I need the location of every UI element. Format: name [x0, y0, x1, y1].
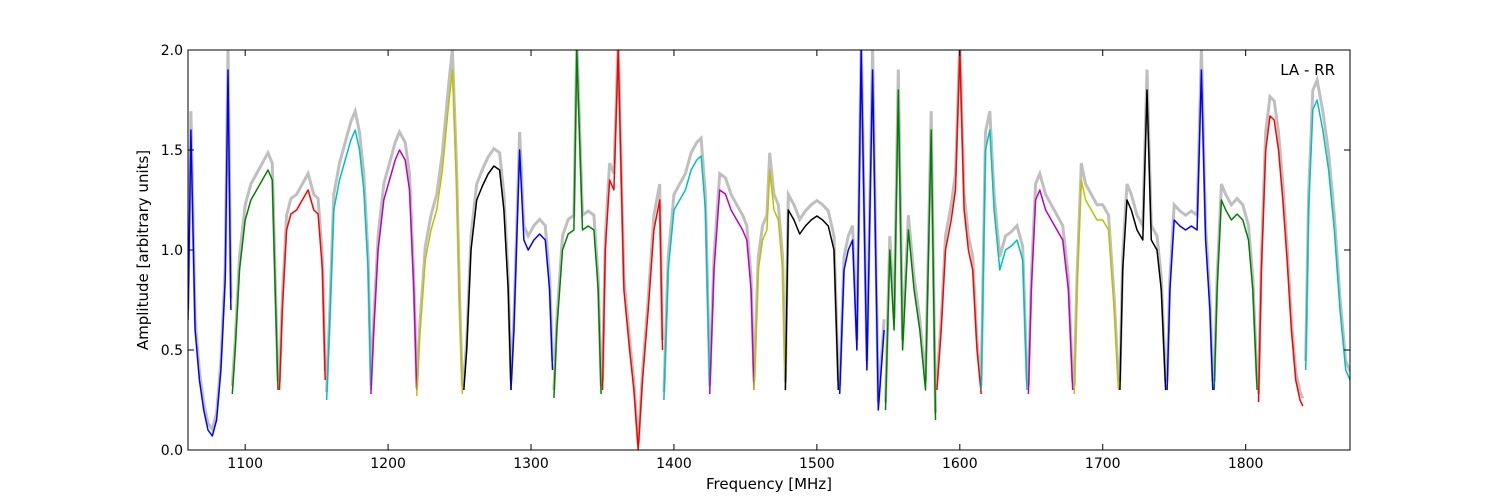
series-line-12 [753, 169, 787, 391]
series-line-15 [884, 89, 937, 421]
background-series-3 [325, 106, 373, 393]
series-line-23 [1257, 115, 1304, 407]
x-tick-label: 1300 [513, 456, 549, 472]
y-tick-label: 1.5 [161, 143, 183, 159]
series-line-9 [601, 50, 664, 450]
series-line-4 [370, 149, 418, 395]
y-axis-label: Amplitude [arbitrary units] [134, 150, 152, 350]
tick-layer: 1100 1200 1300 1400 1500 1600 1700 1800 0.0 0.5 1.… [161, 43, 1350, 472]
series-line-17 [980, 129, 1028, 391]
series-line-16 [936, 50, 982, 395]
series-layer [188, 50, 1350, 450]
x-axis-label: Frequency [MHz] [706, 475, 832, 493]
y-tick-label: 2.0 [161, 43, 183, 59]
series-line-6 [463, 165, 512, 391]
background-series-17 [979, 110, 1029, 382]
x-tick-label: 1200 [370, 456, 406, 472]
plot-frame [187, 49, 1351, 451]
series-line-20 [1119, 89, 1167, 391]
x-tick-label: 1800 [1228, 456, 1264, 472]
series-line-1 [231, 169, 279, 395]
series-line-5 [415, 69, 464, 397]
x-tick-label: 1500 [799, 456, 835, 472]
background-series-11 [708, 170, 756, 386]
series-line-10 [663, 155, 711, 401]
x-tick-label: 1700 [1085, 456, 1121, 472]
panel-annotation: LA - RR [1280, 61, 1335, 79]
y-tick-label: 0.0 [161, 443, 183, 459]
y-tick-label: 1.0 [161, 243, 183, 259]
background-series-13 [783, 188, 840, 382]
series-line-21 [1166, 69, 1214, 391]
background-series-12 [752, 152, 787, 382]
background-series-15 [884, 69, 937, 413]
background-series-10 [662, 134, 712, 393]
background-series-8 [552, 50, 603, 390]
series-line-2 [278, 189, 326, 391]
background-series-5 [415, 50, 464, 388]
series-line-7 [510, 149, 554, 391]
background-series-21 [1165, 50, 1215, 382]
series-line-18 [1027, 189, 1074, 395]
x-tick-label: 1400 [656, 456, 692, 472]
series-line-0 [188, 69, 232, 437]
background-series-9 [601, 50, 664, 445]
series-line-22 [1213, 199, 1258, 391]
background-series-2 [278, 169, 327, 382]
background-series-0 [188, 50, 233, 433]
x-tick-label: 1600 [942, 456, 978, 472]
series-line-13 [784, 209, 840, 391]
series-line-14 [838, 50, 885, 411]
x-tick-label: 1100 [227, 456, 263, 472]
y-tick-label: 0.5 [161, 343, 183, 359]
series-line-8 [553, 50, 602, 399]
series-line-3 [325, 129, 372, 401]
background-series-23 [1257, 93, 1305, 399]
series-line-24 [1304, 99, 1350, 381]
series-line-11 [708, 189, 755, 395]
series-line-19 [1073, 179, 1120, 395]
